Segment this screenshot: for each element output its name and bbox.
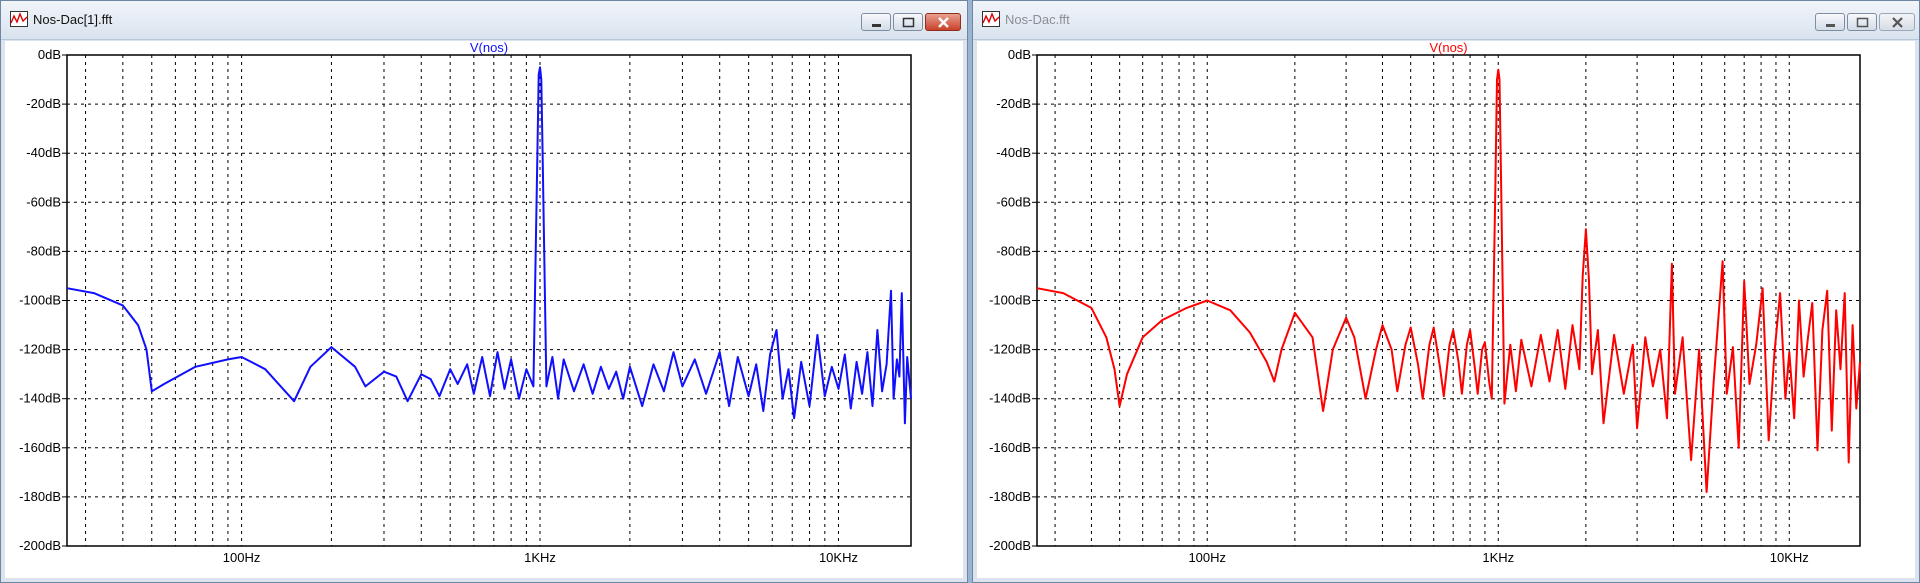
waveform-icon — [10, 11, 28, 27]
y-tick-label: -40dB — [996, 145, 1031, 160]
y-tick-label: -200dB — [989, 538, 1031, 553]
y-tick-label: -120dB — [989, 342, 1031, 357]
title-bar[interactable]: Nos-Dac[1].fft — [1, 1, 967, 40]
trace-line[interactable] — [1036, 68, 1861, 493]
y-tick-label: -40dB — [26, 145, 61, 160]
close-button[interactable] — [925, 13, 961, 31]
y-tick-label: -80dB — [26, 243, 61, 258]
y-tick-label: 0dB — [38, 47, 61, 62]
y-tick-label: -200dB — [19, 538, 61, 553]
maximize-icon — [1856, 17, 1869, 28]
y-tick-label: -140dB — [19, 391, 61, 406]
maximize-button[interactable] — [893, 13, 923, 31]
x-tick-label: 1KHz — [524, 550, 556, 565]
maximize-button[interactable] — [1847, 13, 1877, 31]
plot-pane[interactable]: 0dB -20dB -40dB -60dB -80dB -100dB -120dB -140d… — [977, 41, 1915, 578]
trace-line[interactable] — [66, 66, 912, 425]
y-tick-label: 0dB — [1008, 47, 1031, 62]
x-tick-label: 100Hz — [1188, 550, 1226, 565]
y-tick-label: -180dB — [989, 489, 1031, 504]
plot-pane[interactable]: 0dB -20dB -40dB -60dB -80dB -100dB -120dB -140d… — [5, 41, 963, 578]
y-tick-label: -160dB — [19, 440, 61, 455]
y-tick-label: -160dB — [989, 440, 1031, 455]
minimize-button[interactable] — [861, 13, 891, 31]
fft-window-nos-dac-1[interactable]: Nos-Dac[1].fft 0dB -20dB -40dB -60dB -80dB -1… — [0, 0, 968, 583]
minimize-icon — [1826, 24, 1835, 27]
y-tick-label: -80dB — [996, 243, 1031, 258]
y-tick-label: -20dB — [996, 96, 1031, 111]
y-tick-label: -20dB — [26, 96, 61, 111]
close-icon — [1892, 17, 1903, 28]
trace-label[interactable]: V(nos) — [470, 41, 508, 55]
window-controls — [1813, 13, 1915, 31]
window-title: Nos-Dac.fft — [1005, 12, 1070, 27]
y-tick-label: -120dB — [19, 342, 61, 357]
title-bar[interactable]: Nos-Dac.fft — [973, 1, 1919, 40]
y-tick-label: -140dB — [989, 391, 1031, 406]
minimize-icon — [872, 24, 881, 27]
fft-chart[interactable]: 0dB -20dB -40dB -60dB -80dB -100dB -120dB -140d… — [977, 41, 1915, 578]
window-title: Nos-Dac[1].fft — [33, 12, 113, 27]
x-tick-label: 1KHz — [1482, 550, 1514, 565]
y-tick-label: -100dB — [989, 293, 1031, 308]
close-button[interactable] — [1879, 13, 1915, 31]
y-tick-label: -60dB — [996, 194, 1031, 209]
x-tick-label: 10KHz — [1770, 550, 1809, 565]
y-tick-label: -180dB — [19, 489, 61, 504]
maximize-icon — [902, 17, 915, 28]
close-icon — [938, 17, 949, 28]
window-controls — [859, 13, 961, 31]
y-tick-label: -100dB — [19, 293, 61, 308]
fft-window-nos-dac[interactable]: Nos-Dac.fft 0dB -20dB -40dB -60dB -80dB -100d… — [972, 0, 1920, 583]
waveform-icon — [982, 11, 1000, 27]
trace-label[interactable]: V(nos) — [1429, 41, 1467, 55]
fft-chart[interactable]: 0dB -20dB -40dB -60dB -80dB -100dB -120dB -140d… — [5, 41, 963, 578]
x-tick-label: 10KHz — [819, 550, 858, 565]
plot-frame — [1036, 54, 1861, 547]
y-tick-label: -60dB — [26, 194, 61, 209]
minimize-button[interactable] — [1815, 13, 1845, 31]
x-tick-label: 100Hz — [223, 550, 261, 565]
